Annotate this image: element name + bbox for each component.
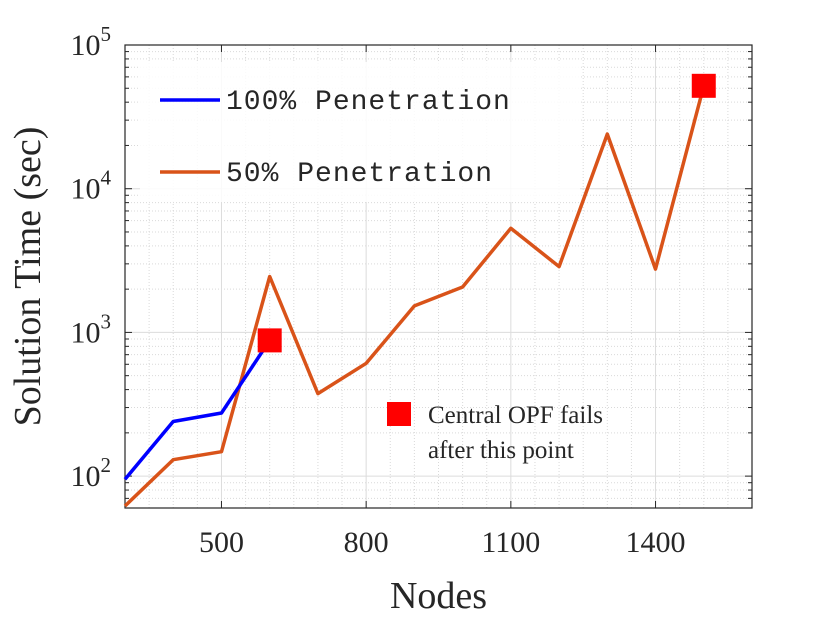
annotation-line2: after this point <box>428 437 574 464</box>
fail-marker <box>257 328 282 353</box>
y-tick-label: 104 <box>71 166 112 206</box>
axes-box <box>124 44 753 509</box>
annotation-marker <box>387 402 411 426</box>
x-tick-label: 1400 <box>626 526 686 559</box>
x-tick-label: 800 <box>344 526 389 559</box>
x-tick-label: 1100 <box>481 526 540 559</box>
fail-marker <box>691 73 716 98</box>
legend-box <box>140 62 580 202</box>
annotation-line1: Central OPF fails <box>428 402 603 429</box>
x-axis-title: Nodes <box>390 575 487 617</box>
y-tick-label: 105 <box>71 22 112 62</box>
series-line-100pct <box>123 339 272 481</box>
y-tick-label: 103 <box>71 309 112 349</box>
y-axis-title: Solution Time (sec) <box>7 127 49 427</box>
y-tick-label: 102 <box>71 453 112 493</box>
legend-label-50pct: 50% Penetration <box>226 159 493 190</box>
legend-label-100pct: 100% Penetration <box>226 87 511 118</box>
x-tick-label: 500 <box>199 526 244 559</box>
series-line-50pct <box>123 85 706 508</box>
